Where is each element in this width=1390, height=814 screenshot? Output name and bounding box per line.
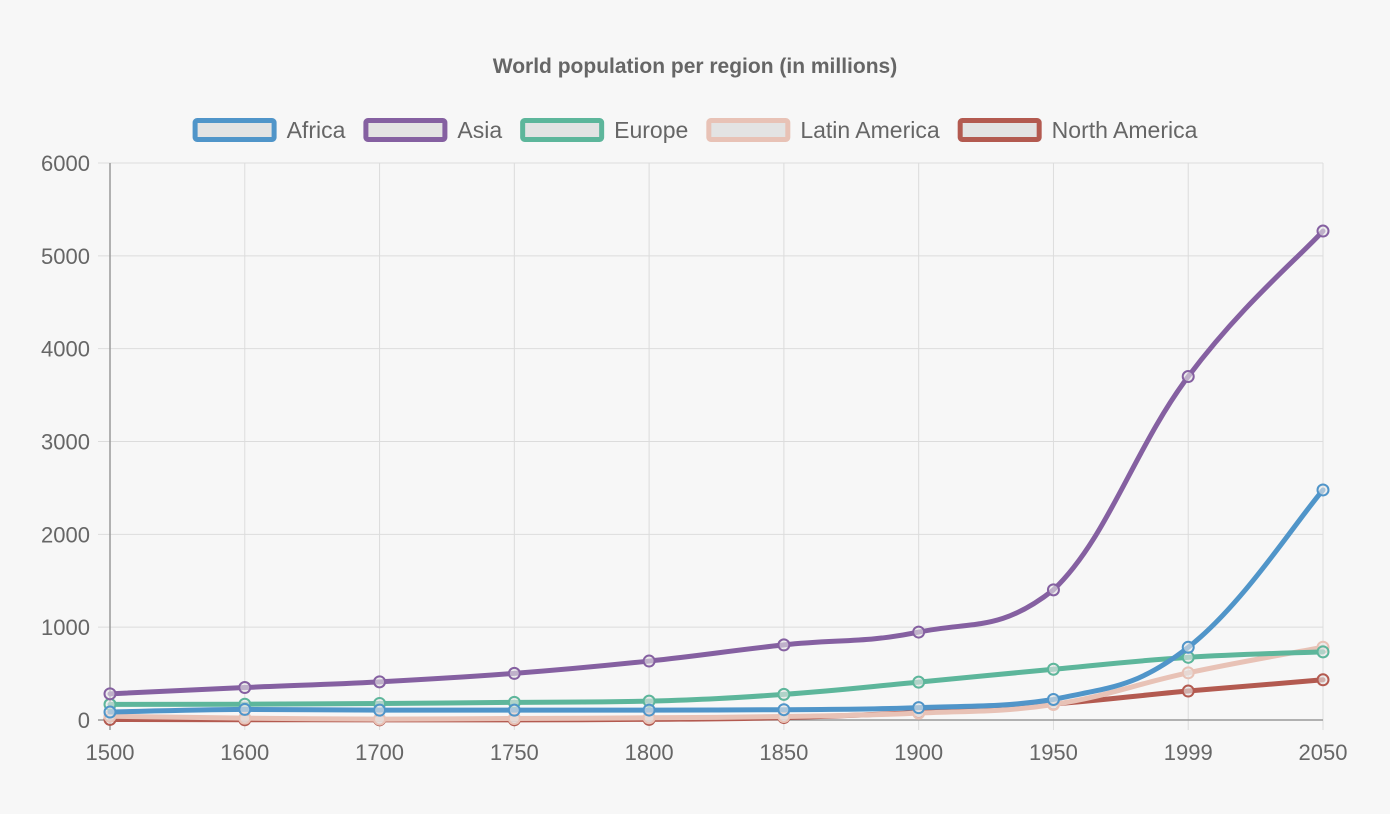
data-point-africa[interactable]: [912, 701, 926, 715]
data-point-asia[interactable]: [912, 625, 926, 639]
data-point-north-america[interactable]: [1316, 673, 1330, 687]
x-tick-label: 1900: [894, 740, 943, 765]
data-point-europe[interactable]: [777, 687, 791, 701]
legend-item-africa[interactable]: Africa: [192, 117, 346, 143]
y-tick-label: 1000: [41, 615, 90, 640]
legend-item-asia[interactable]: Asia: [363, 117, 502, 143]
series-europe: [103, 645, 1330, 711]
data-point-asia[interactable]: [1181, 370, 1195, 384]
data-point-asia[interactable]: [642, 654, 656, 668]
y-tick-label: 2000: [41, 522, 90, 547]
legend-swatch: [520, 118, 605, 142]
data-point-africa[interactable]: [1046, 692, 1060, 706]
y-tick-label: 6000: [41, 151, 90, 176]
x-tick-label: 1999: [1164, 740, 1213, 765]
data-point-asia[interactable]: [238, 681, 252, 695]
x-tick-label: 1800: [625, 740, 674, 765]
legend-label: Latin America: [800, 117, 940, 143]
data-point-asia[interactable]: [373, 675, 387, 689]
x-tick-label: 1500: [86, 740, 135, 765]
series-line-africa: [107, 487, 1326, 715]
data-point-europe[interactable]: [1316, 645, 1330, 659]
series-africa: [103, 483, 1330, 719]
data-point-latin-america[interactable]: [1181, 666, 1195, 680]
series-line-europe: [107, 649, 1326, 707]
x-tick-label: 1950: [1029, 740, 1078, 765]
data-point-africa[interactable]: [1316, 483, 1330, 497]
data-point-asia[interactable]: [1046, 583, 1060, 597]
legend-label: North America: [1052, 117, 1198, 143]
data-point-europe[interactable]: [1046, 662, 1060, 676]
data-point-asia[interactable]: [507, 666, 521, 680]
legend-label: Asia: [457, 117, 502, 143]
y-tick-label: 5000: [41, 244, 90, 269]
data-point-africa[interactable]: [1181, 640, 1195, 654]
y-tick-label: 0: [78, 708, 90, 733]
legend-swatch: [706, 118, 791, 142]
series-asia: [103, 224, 1330, 701]
data-point-africa[interactable]: [103, 705, 117, 719]
grid: [98, 162, 1324, 730]
data-point-africa[interactable]: [642, 703, 656, 717]
y-tick-label: 4000: [41, 337, 90, 362]
data-point-asia[interactable]: [103, 687, 117, 701]
data-point-north-america[interactable]: [1181, 684, 1195, 698]
data-point-africa[interactable]: [507, 703, 521, 717]
legend-label: Europe: [614, 117, 688, 143]
legend-item-north-america[interactable]: North America: [957, 117, 1198, 143]
x-tick-label: 1700: [355, 740, 404, 765]
data-point-africa[interactable]: [238, 702, 252, 716]
legend-label: Africa: [287, 117, 346, 143]
legend-swatch: [957, 118, 1042, 142]
x-tick-label: 1750: [490, 740, 539, 765]
y-tick-label: 3000: [41, 430, 90, 455]
x-tick-label: 2050: [1299, 740, 1348, 765]
data-point-europe[interactable]: [912, 675, 926, 689]
legend-swatch: [192, 118, 277, 142]
series-line-latin-america: [107, 644, 1326, 722]
x-tick-label: 1600: [220, 740, 269, 765]
legend-swatch: [363, 118, 448, 142]
data-point-asia[interactable]: [777, 638, 791, 652]
legend[interactable]: Africa Asia Europe Latin America North Ameri…: [192, 117, 1198, 143]
series-line-asia: [107, 228, 1326, 697]
data-point-africa[interactable]: [777, 703, 791, 717]
series-layer: [103, 224, 1330, 727]
legend-item-europe[interactable]: Europe: [520, 117, 689, 143]
data-point-asia[interactable]: [1316, 224, 1330, 238]
chart-title: World population per region (in millions…: [493, 55, 897, 78]
legend-item-latin-america[interactable]: Latin America: [706, 117, 940, 143]
x-tick-label: 1850: [759, 740, 808, 765]
data-point-africa[interactable]: [373, 703, 387, 717]
